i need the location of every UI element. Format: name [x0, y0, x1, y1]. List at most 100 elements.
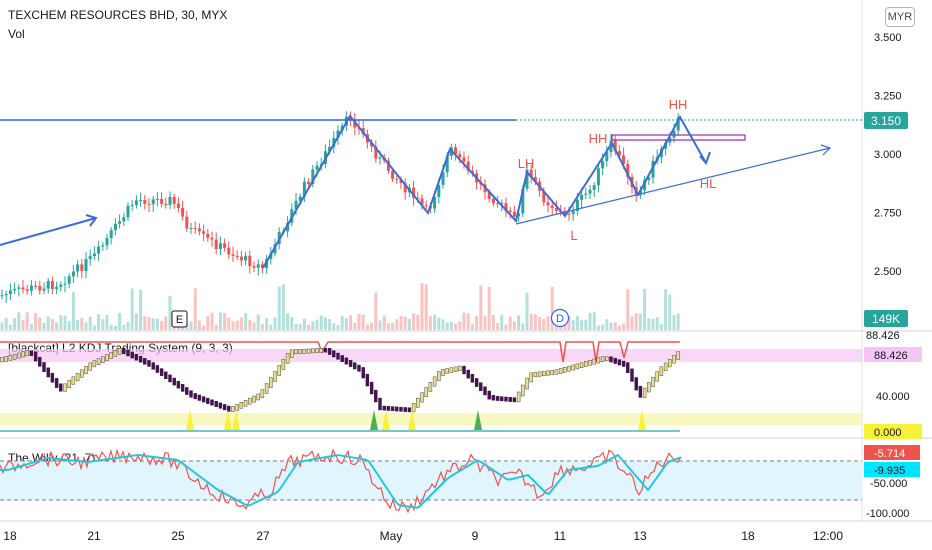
kdj-bar — [117, 348, 122, 355]
kdj-bar — [521, 384, 525, 397]
time-axis-tick: 21 — [87, 529, 101, 543]
volume-bar — [483, 315, 487, 330]
kdj-bar — [344, 357, 349, 365]
pattern-label-hh: HH — [669, 97, 688, 112]
candle-body — [176, 203, 180, 208]
volume-bar — [13, 318, 17, 330]
kdj-bar — [651, 376, 655, 387]
uptrend-arrow[interactable] — [0, 217, 97, 246]
volume-bar — [160, 320, 164, 330]
currency-button[interactable]: MYR — [885, 7, 915, 27]
kdj-bar — [642, 387, 647, 398]
candle-body — [504, 203, 508, 211]
kdj-bar — [672, 355, 676, 364]
earnings-marker[interactable] — [171, 310, 188, 328]
candle-body — [4, 293, 8, 296]
kdj-bar — [46, 367, 50, 378]
kdj-bar — [462, 365, 466, 375]
volume-bar — [592, 312, 596, 330]
candle-body — [420, 198, 424, 206]
kdj-oversold-band — [0, 413, 862, 425]
kdj-bar — [403, 407, 407, 412]
volume-label: Vol — [8, 27, 25, 41]
kdj-bar — [50, 372, 55, 383]
kdj-signal-triangle — [232, 410, 240, 430]
candle-body — [575, 199, 579, 212]
kdj-bar — [214, 401, 218, 408]
kdj-bar — [235, 404, 239, 411]
volume-bar — [218, 312, 222, 330]
candle-body — [29, 285, 33, 291]
kdj-bar — [483, 386, 487, 396]
volume-bar — [668, 294, 672, 330]
volume-bar — [567, 316, 571, 330]
zigzag-pattern[interactable] — [262, 114, 707, 269]
last-price-badge — [864, 112, 908, 129]
kdj-bar — [319, 348, 323, 353]
candle-body — [218, 243, 222, 250]
volume-bar — [235, 320, 239, 330]
dividend-marker[interactable] — [550, 308, 570, 328]
volume-bar — [0, 322, 4, 330]
volume-bar — [265, 318, 269, 330]
candle-body — [592, 185, 596, 190]
kdj-bar — [88, 362, 92, 371]
kdj-bar — [185, 387, 189, 395]
support-trendline[interactable] — [515, 147, 831, 225]
candle-body — [508, 210, 512, 212]
volume-bar — [601, 324, 605, 330]
kdj-bar — [264, 383, 269, 394]
willy-axis-tick: -50.000 — [870, 478, 907, 490]
candle-body — [189, 228, 193, 230]
kdj-bar — [470, 374, 475, 383]
kdj-bar — [248, 397, 252, 405]
kdj-bar — [273, 371, 277, 382]
volume-bar — [462, 312, 466, 330]
candle-body — [8, 290, 12, 294]
volume-bar — [290, 317, 294, 330]
kdj-bar — [668, 358, 672, 368]
candle-body — [92, 253, 96, 257]
candle-body — [42, 288, 46, 291]
candle-body — [210, 237, 214, 240]
candle-body — [155, 198, 159, 200]
kdj-bar — [663, 362, 668, 371]
candle-body — [105, 238, 109, 246]
kdj-bar — [126, 349, 130, 357]
volume-bar — [449, 322, 453, 330]
volume-bar — [302, 318, 306, 330]
candle-body — [126, 205, 130, 218]
candle-body — [197, 228, 201, 232]
volume-bar — [378, 320, 382, 330]
candle-body — [533, 177, 537, 182]
candle-body — [59, 284, 63, 288]
kdj-bar — [550, 370, 554, 376]
candle-body — [172, 197, 176, 204]
volume-bar — [97, 314, 101, 330]
volume-bar — [248, 319, 252, 330]
candle-body — [76, 264, 80, 272]
volume-bar — [626, 289, 630, 330]
volume-bar — [126, 321, 130, 330]
candle-body — [647, 177, 651, 181]
kdj-bar — [554, 369, 559, 375]
kdj-bar — [369, 381, 374, 395]
candle-body — [315, 165, 319, 170]
price-axis-tick: 3.250 — [874, 91, 902, 103]
volume-bar — [38, 317, 42, 330]
volume-bar — [227, 317, 231, 330]
kdj-signal-triangle — [474, 410, 482, 430]
volume-bar — [630, 316, 634, 330]
volume-bar — [353, 322, 357, 330]
kdj-bar — [4, 356, 8, 362]
volume-bar — [281, 284, 285, 330]
kdj-bar — [428, 381, 433, 392]
willy-band-fill — [0, 461, 862, 500]
volume-bar — [210, 312, 214, 330]
volume-bar — [441, 319, 445, 330]
resistance-box[interactable] — [611, 134, 746, 141]
kdj-bar — [567, 365, 571, 372]
candle-body — [151, 199, 155, 205]
candle-body — [134, 200, 138, 205]
kdj-bar — [54, 378, 59, 388]
